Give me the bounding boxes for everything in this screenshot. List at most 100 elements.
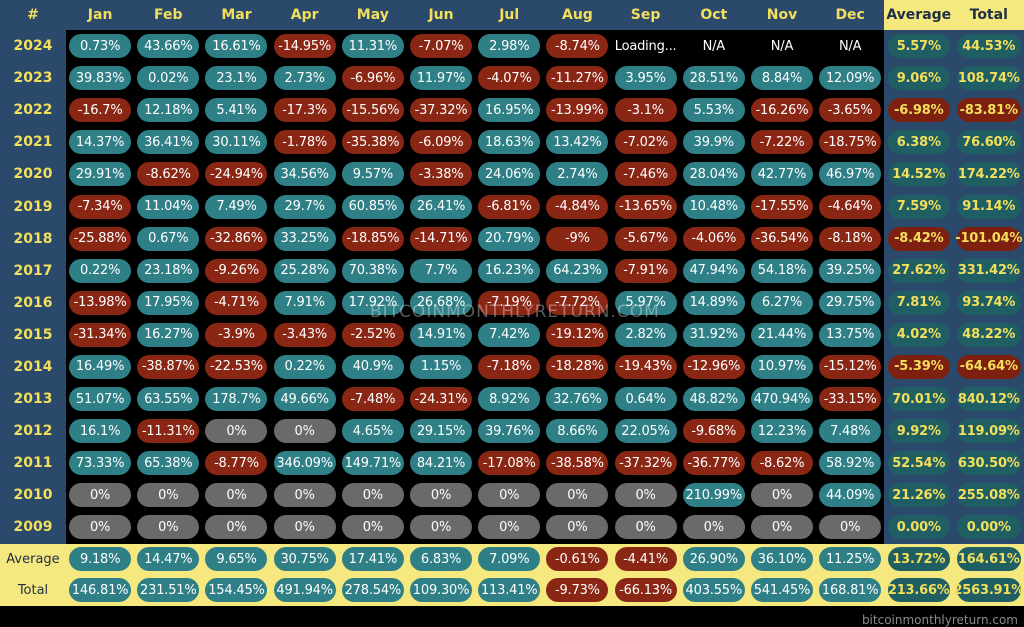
return-value: -9.68% bbox=[682, 419, 745, 444]
heatmap-cell: -8.18% bbox=[816, 222, 885, 255]
return-value: 43.66% bbox=[137, 34, 200, 59]
row-total-cell: 108.74% bbox=[953, 62, 1024, 95]
return-value: 8.92% bbox=[478, 387, 541, 412]
heatmap-cell: 28.51% bbox=[679, 62, 748, 95]
heatmap-cell: -36.54% bbox=[747, 222, 817, 255]
heatmap-cell: 8.84% bbox=[747, 62, 817, 95]
return-value: 0% bbox=[750, 515, 813, 540]
row-total-value: 119.09% bbox=[956, 419, 1021, 444]
heatmap-cell: 70.38% bbox=[338, 254, 407, 287]
footer-cell: 7.09% bbox=[475, 543, 544, 575]
return-value: 33.25% bbox=[273, 226, 336, 251]
heatmap-cell: 0% bbox=[202, 479, 271, 512]
heatmap-cell: 63.55% bbox=[134, 383, 203, 416]
footer-average-value: 13.72% bbox=[887, 547, 950, 571]
footer-value: -0.61% bbox=[546, 547, 609, 571]
return-value: 16.23% bbox=[478, 258, 541, 283]
footer-value: 146.81% bbox=[69, 578, 132, 602]
return-value: -4.06% bbox=[682, 226, 745, 251]
heatmap-cell: 7.49% bbox=[202, 190, 271, 223]
heatmap-cell: -7.19% bbox=[475, 286, 544, 319]
footer-value: 154.45% bbox=[205, 578, 268, 602]
return-value: N/A bbox=[838, 38, 862, 54]
footer-value: 9.65% bbox=[205, 547, 268, 571]
heatmap-cell: -31.34% bbox=[66, 318, 135, 351]
return-value: 6.27% bbox=[750, 290, 813, 315]
heatmap-cell: 25.28% bbox=[270, 254, 339, 287]
return-value: 46.97% bbox=[819, 162, 882, 187]
footer-value: 403.55% bbox=[682, 578, 745, 602]
heatmap-cell: 0.67% bbox=[134, 222, 203, 255]
row-average-cell: -8.42% bbox=[884, 222, 954, 255]
heatmap-cell: 0.02% bbox=[134, 62, 203, 95]
return-value: 0% bbox=[546, 515, 609, 540]
heatmap-cell: 16.27% bbox=[134, 318, 203, 351]
heatmap-cell: 29.15% bbox=[406, 415, 476, 448]
heatmap-cell: 0% bbox=[202, 415, 271, 448]
return-value: 17.92% bbox=[341, 290, 404, 315]
heatmap-cell: 0% bbox=[611, 479, 680, 512]
return-value: 23.18% bbox=[137, 258, 200, 283]
row-average-value: 14.52% bbox=[887, 162, 950, 187]
heatmap-cell: 0% bbox=[66, 511, 135, 544]
return-value: -7.46% bbox=[614, 162, 677, 187]
heatmap-cell: -4.07% bbox=[475, 62, 544, 95]
heatmap-cell: -7.91% bbox=[611, 254, 680, 287]
heatmap-cell: -7.48% bbox=[338, 383, 407, 416]
heatmap-cell: -7.22% bbox=[747, 126, 817, 159]
return-value: -16.26% bbox=[750, 98, 813, 123]
year-label: 2017 bbox=[0, 254, 66, 287]
heatmap-cell: 7.48% bbox=[816, 415, 885, 448]
heatmap-cell: 10.97% bbox=[747, 350, 817, 384]
return-value: 0% bbox=[205, 515, 268, 540]
heatmap-cell: -6.96% bbox=[338, 62, 407, 95]
return-value: 0.64% bbox=[614, 387, 677, 412]
return-value: -36.54% bbox=[750, 226, 813, 251]
row-total-cell: -64.64% bbox=[953, 350, 1024, 384]
heatmap-cell: N/A bbox=[747, 30, 817, 63]
footer-value: 491.94% bbox=[273, 578, 336, 602]
return-value: -6.96% bbox=[341, 66, 404, 91]
heatmap-cell: 149.71% bbox=[338, 447, 407, 480]
return-value: 4.65% bbox=[341, 419, 404, 444]
corner-header: # bbox=[0, 0, 66, 30]
return-value: 7.49% bbox=[205, 194, 268, 219]
heatmap-cell: 23.1% bbox=[202, 62, 271, 95]
heatmap-cell: 0% bbox=[475, 479, 544, 512]
return-value: 47.94% bbox=[682, 258, 745, 283]
heatmap-cell: -24.31% bbox=[406, 383, 476, 416]
row-average-value: 21.26% bbox=[887, 483, 950, 508]
row-total-value: 0.00% bbox=[956, 515, 1021, 540]
summary-header-average: Average bbox=[884, 0, 954, 30]
heatmap-cell: 5.97% bbox=[611, 286, 680, 319]
return-value: -2.52% bbox=[341, 322, 404, 347]
heatmap-cell: -3.9% bbox=[202, 318, 271, 351]
return-value: -38.58% bbox=[546, 451, 609, 476]
heatmap-cell: 31.92% bbox=[679, 318, 748, 351]
year-label: 2015 bbox=[0, 318, 66, 351]
row-average-cell: -6.98% bbox=[884, 94, 954, 127]
heatmap-cell: 11.04% bbox=[134, 190, 203, 223]
row-average-value: -5.39% bbox=[887, 354, 950, 379]
return-value: 8.84% bbox=[750, 66, 813, 91]
footer-cell: 231.51% bbox=[134, 574, 203, 606]
year-label: 2024 bbox=[0, 30, 66, 63]
row-average-value: 70.01% bbox=[887, 387, 950, 412]
heatmap-cell: -17.08% bbox=[475, 447, 544, 480]
footer-value: 109.30% bbox=[410, 578, 473, 602]
heatmap-cell: 0% bbox=[406, 511, 476, 544]
return-value: -7.48% bbox=[341, 387, 404, 412]
return-value: 49.66% bbox=[273, 387, 336, 412]
heatmap-cell: 0% bbox=[134, 479, 203, 512]
return-value: 39.83% bbox=[69, 66, 132, 91]
row-total-value: -64.64% bbox=[956, 354, 1021, 379]
return-value: 30.11% bbox=[205, 130, 268, 155]
return-value: 346.09% bbox=[273, 451, 336, 476]
return-value: 1.15% bbox=[410, 354, 473, 379]
month-header-sep: Sep bbox=[611, 0, 680, 30]
return-value: 0.22% bbox=[273, 354, 336, 379]
heatmap-cell: 0.73% bbox=[66, 30, 135, 63]
return-value: 0% bbox=[614, 483, 677, 508]
return-value: 40.9% bbox=[341, 354, 404, 379]
return-value: -8.77% bbox=[205, 451, 268, 476]
